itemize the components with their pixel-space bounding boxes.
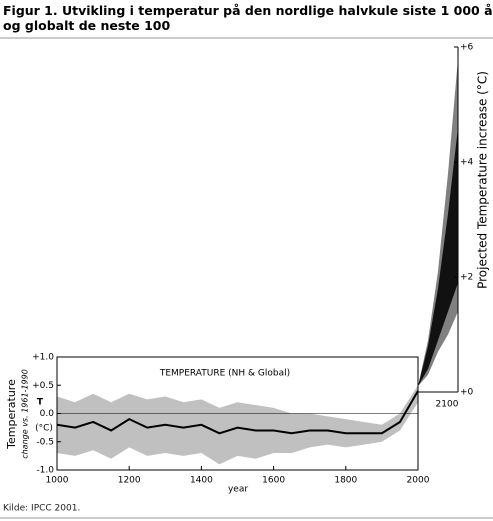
y-tick-label: +0.5 bbox=[32, 381, 54, 391]
projection-core bbox=[418, 127, 458, 387]
y2-tick-label: +0 bbox=[460, 388, 474, 398]
title-line: Figur 1. Utvikling i temperatur på den n… bbox=[3, 3, 493, 18]
x-tick-label: 1200 bbox=[118, 476, 141, 486]
x-tick-label: 1400 bbox=[190, 476, 213, 486]
y-tick-label: 0.0 bbox=[40, 409, 55, 419]
y-tick-label: +1.0 bbox=[32, 353, 54, 363]
x-tick-label: 1800 bbox=[334, 476, 357, 486]
uncertainty-band bbox=[57, 385, 418, 465]
y-axis-label: (°C) bbox=[35, 424, 53, 434]
x-axis-label: year bbox=[228, 485, 248, 495]
x-tick-label: 1600 bbox=[262, 476, 285, 486]
x-tick-label: 2000 bbox=[407, 476, 430, 486]
temperature-line bbox=[56, 390, 419, 435]
source: Kilde: IPCC 2001. bbox=[3, 504, 80, 514]
y-axis-label: change vs. 1961-1990 bbox=[21, 369, 30, 459]
y-tick-label: -0.5 bbox=[36, 437, 54, 447]
y-axis-label: Temperature bbox=[5, 379, 18, 450]
y2-tick-label: +4 bbox=[460, 158, 474, 168]
x-tick-label: 1000 bbox=[46, 476, 69, 486]
y-tick-label: -1.0 bbox=[36, 466, 54, 476]
x2-tick-label: 2100 bbox=[436, 400, 459, 410]
y2-tick-label: +6 bbox=[460, 43, 474, 53]
title-line: og globalt de neste 100 bbox=[3, 18, 170, 33]
chart-title: TEMPERATURE (NH & Global) bbox=[159, 369, 290, 379]
y-axis-label: T bbox=[37, 398, 44, 408]
y2-axis-label: Projected Temperature increase (°C) bbox=[476, 71, 490, 289]
y2-tick-label: +2 bbox=[460, 273, 473, 283]
